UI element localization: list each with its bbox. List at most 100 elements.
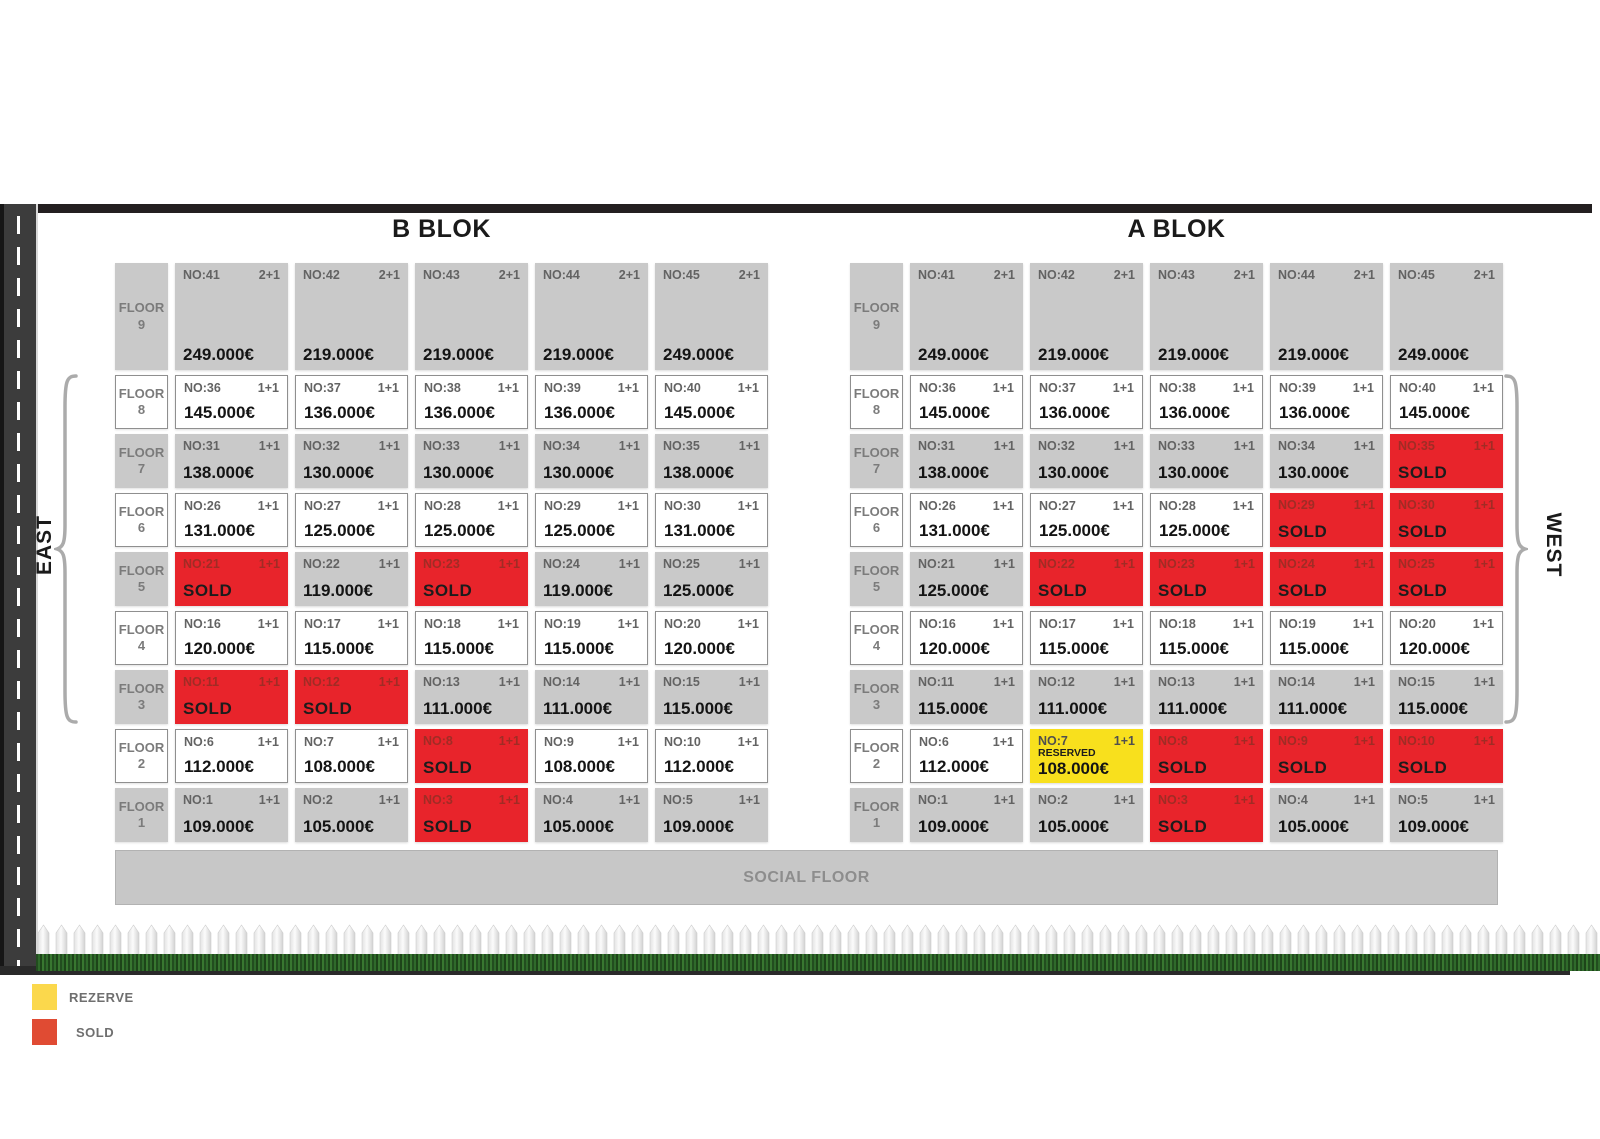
unit-a-40[interactable]: NO:40 1+1 145.000€ xyxy=(1390,375,1503,429)
unit-a-23[interactable]: NO:23 1+1 SOLD xyxy=(1150,552,1263,606)
unit-a-24[interactable]: NO:24 1+1 SOLD xyxy=(1270,552,1383,606)
unit-b-32[interactable]: NO:32 1+1 130.000€ xyxy=(295,434,408,488)
unit-b-30[interactable]: NO:30 1+1 131.000€ xyxy=(655,493,768,547)
unit-a-32[interactable]: NO:32 1+1 130.000€ xyxy=(1030,434,1143,488)
unit-b-33[interactable]: NO:33 1+1 130.000€ xyxy=(415,434,528,488)
unit-a-16[interactable]: NO:16 1+1 120.000€ xyxy=(910,611,1023,665)
unit-b-11[interactable]: NO:11 1+1 SOLD xyxy=(175,670,288,724)
unit-b-16[interactable]: NO:16 1+1 120.000€ xyxy=(175,611,288,665)
unit-b-43[interactable]: NO:43 2+1 219.000€ xyxy=(415,263,528,370)
unit-b-5[interactable]: NO:5 1+1 109.000€ xyxy=(655,788,768,842)
unit-b-6[interactable]: NO:6 1+1 112.000€ xyxy=(175,729,288,783)
unit-a-11[interactable]: NO:11 1+1 115.000€ xyxy=(910,670,1023,724)
unit-b-38[interactable]: NO:38 1+1 136.000€ xyxy=(415,375,528,429)
west-brace-icon xyxy=(1504,374,1528,724)
unit-a-38[interactable]: NO:38 1+1 136.000€ xyxy=(1150,375,1263,429)
unit-a-6[interactable]: NO:6 1+1 112.000€ xyxy=(910,729,1023,783)
unit-b-44[interactable]: NO:44 2+1 219.000€ xyxy=(535,263,648,370)
unit-b-23[interactable]: NO:23 1+1 SOLD xyxy=(415,552,528,606)
unit-b-21[interactable]: NO:21 1+1 SOLD xyxy=(175,552,288,606)
block-b-title: B BLOK xyxy=(392,215,491,243)
unit-a-17[interactable]: NO:17 1+1 115.000€ xyxy=(1030,611,1143,665)
unit-b-42[interactable]: NO:42 2+1 219.000€ xyxy=(295,263,408,370)
floor-label-a-7: FLOOR 7 xyxy=(850,434,903,488)
unit-b-13[interactable]: NO:13 1+1 111.000€ xyxy=(415,670,528,724)
unit-a-30[interactable]: NO:30 1+1 SOLD xyxy=(1390,493,1503,547)
unit-a-15[interactable]: NO:15 1+1 115.000€ xyxy=(1390,670,1503,724)
unit-b-19[interactable]: NO:19 1+1 115.000€ xyxy=(535,611,648,665)
unit-a-25[interactable]: NO:25 1+1 SOLD xyxy=(1390,552,1503,606)
unit-b-36[interactable]: NO:36 1+1 145.000€ xyxy=(175,375,288,429)
unit-b-35[interactable]: NO:35 1+1 138.000€ xyxy=(655,434,768,488)
unit-a-41[interactable]: NO:41 2+1 249.000€ xyxy=(910,263,1023,370)
unit-b-28[interactable]: NO:28 1+1 125.000€ xyxy=(415,493,528,547)
floor-row-b-4: FLOOR 4 NO:16 1+1 120.000€ NO:17 1+1 115.000€ NO… xyxy=(115,611,768,665)
unit-a-34[interactable]: NO:34 1+1 130.000€ xyxy=(1270,434,1383,488)
unit-a-43[interactable]: NO:43 2+1 219.000€ xyxy=(1150,263,1263,370)
unit-b-20[interactable]: NO:20 1+1 120.000€ xyxy=(655,611,768,665)
unit-a-20[interactable]: NO:20 1+1 120.000€ xyxy=(1390,611,1503,665)
unit-b-10[interactable]: NO:10 1+1 112.000€ xyxy=(655,729,768,783)
unit-b-22[interactable]: NO:22 1+1 119.000€ xyxy=(295,552,408,606)
unit-b-24[interactable]: NO:24 1+1 119.000€ xyxy=(535,552,648,606)
unit-a-13[interactable]: NO:13 1+1 111.000€ xyxy=(1150,670,1263,724)
unit-a-29[interactable]: NO:29 1+1 SOLD xyxy=(1270,493,1383,547)
unit-b-7[interactable]: NO:7 1+1 108.000€ xyxy=(295,729,408,783)
unit-b-9[interactable]: NO:9 1+1 108.000€ xyxy=(535,729,648,783)
unit-a-19[interactable]: NO:19 1+1 115.000€ xyxy=(1270,611,1383,665)
unit-a-37[interactable]: NO:37 1+1 136.000€ xyxy=(1030,375,1143,429)
unit-a-33[interactable]: NO:33 1+1 130.000€ xyxy=(1150,434,1263,488)
unit-b-27[interactable]: NO:27 1+1 125.000€ xyxy=(295,493,408,547)
unit-b-14[interactable]: NO:14 1+1 111.000€ xyxy=(535,670,648,724)
unit-a-2[interactable]: NO:2 1+1 105.000€ xyxy=(1030,788,1143,842)
floor-row-b-5: FLOOR 5 NO:21 1+1 SOLD NO:22 1+1 119.000€ NO:23 1… xyxy=(115,552,768,606)
unit-b-12[interactable]: NO:12 1+1 SOLD xyxy=(295,670,408,724)
unit-a-1[interactable]: NO:1 1+1 109.000€ xyxy=(910,788,1023,842)
social-floor-bar: SOCIAL FLOOR xyxy=(115,850,1498,905)
unit-a-10[interactable]: NO:10 1+1 SOLD xyxy=(1390,729,1503,783)
unit-b-4[interactable]: NO:4 1+1 105.000€ xyxy=(535,788,648,842)
unit-a-35[interactable]: NO:35 1+1 SOLD xyxy=(1390,434,1503,488)
unit-a-9[interactable]: NO:9 1+1 SOLD xyxy=(1270,729,1383,783)
unit-a-14[interactable]: NO:14 1+1 111.000€ xyxy=(1270,670,1383,724)
unit-a-18[interactable]: NO:18 1+1 115.000€ xyxy=(1150,611,1263,665)
unit-a-39[interactable]: NO:39 1+1 136.000€ xyxy=(1270,375,1383,429)
floor-label-b-9: FLOOR 9 xyxy=(115,263,168,370)
floor-label-a-8: FLOOR 8 xyxy=(850,375,903,429)
unit-b-37[interactable]: NO:37 1+1 136.000€ xyxy=(295,375,408,429)
unit-b-45[interactable]: NO:45 2+1 249.000€ xyxy=(655,263,768,370)
unit-a-36[interactable]: NO:36 1+1 145.000€ xyxy=(910,375,1023,429)
unit-a-5[interactable]: NO:5 1+1 109.000€ xyxy=(1390,788,1503,842)
unit-a-28[interactable]: NO:28 1+1 125.000€ xyxy=(1150,493,1263,547)
unit-b-17[interactable]: NO:17 1+1 115.000€ xyxy=(295,611,408,665)
unit-b-2[interactable]: NO:2 1+1 105.000€ xyxy=(295,788,408,842)
unit-b-29[interactable]: NO:29 1+1 125.000€ xyxy=(535,493,648,547)
grass-strip xyxy=(36,954,1600,971)
unit-a-26[interactable]: NO:26 1+1 131.000€ xyxy=(910,493,1023,547)
unit-b-18[interactable]: NO:18 1+1 115.000€ xyxy=(415,611,528,665)
unit-b-25[interactable]: NO:25 1+1 125.000€ xyxy=(655,552,768,606)
unit-b-8[interactable]: NO:8 1+1 SOLD xyxy=(415,729,528,783)
unit-a-44[interactable]: NO:44 2+1 219.000€ xyxy=(1270,263,1383,370)
unit-a-12[interactable]: NO:12 1+1 111.000€ xyxy=(1030,670,1143,724)
unit-b-34[interactable]: NO:34 1+1 130.000€ xyxy=(535,434,648,488)
unit-b-41[interactable]: NO:41 2+1 249.000€ xyxy=(175,263,288,370)
unit-a-3[interactable]: NO:3 1+1 SOLD xyxy=(1150,788,1263,842)
unit-a-8[interactable]: NO:8 1+1 SOLD xyxy=(1150,729,1263,783)
unit-a-27[interactable]: NO:27 1+1 125.000€ xyxy=(1030,493,1143,547)
unit-a-21[interactable]: NO:21 1+1 125.000€ xyxy=(910,552,1023,606)
unit-a-31[interactable]: NO:31 1+1 138.000€ xyxy=(910,434,1023,488)
unit-a-4[interactable]: NO:4 1+1 105.000€ xyxy=(1270,788,1383,842)
unit-b-1[interactable]: NO:1 1+1 109.000€ xyxy=(175,788,288,842)
unit-a-45[interactable]: NO:45 2+1 249.000€ xyxy=(1390,263,1503,370)
unit-b-31[interactable]: NO:31 1+1 138.000€ xyxy=(175,434,288,488)
unit-a-22[interactable]: NO:22 1+1 SOLD xyxy=(1030,552,1143,606)
floor-row-a-8: FLOOR 8 NO:36 1+1 145.000€ NO:37 1+1 136.000€ NO… xyxy=(850,375,1503,429)
unit-b-3[interactable]: NO:3 1+1 SOLD xyxy=(415,788,528,842)
unit-b-39[interactable]: NO:39 1+1 136.000€ xyxy=(535,375,648,429)
unit-a-7[interactable]: NO:7 1+1 RESERVED 108.000€ xyxy=(1030,729,1143,783)
unit-b-40[interactable]: NO:40 1+1 145.000€ xyxy=(655,375,768,429)
unit-b-26[interactable]: NO:26 1+1 131.000€ xyxy=(175,493,288,547)
unit-a-42[interactable]: NO:42 2+1 219.000€ xyxy=(1030,263,1143,370)
unit-b-15[interactable]: NO:15 1+1 115.000€ xyxy=(655,670,768,724)
